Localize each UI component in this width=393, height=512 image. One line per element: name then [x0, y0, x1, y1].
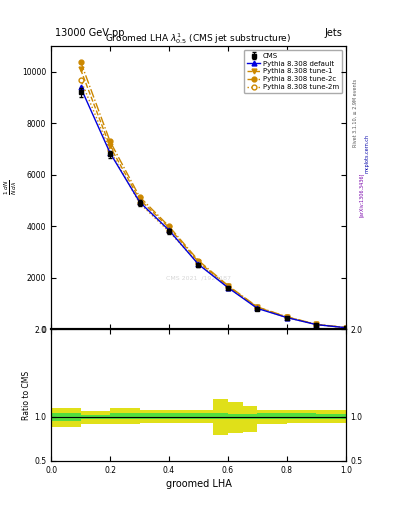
Pythia 8.308 tune-2m — [167, 228, 171, 234]
Pythia 8.308 tune-2c — [167, 223, 171, 229]
Pythia 8.308 tune-2c — [108, 138, 112, 144]
Line: Pythia 8.308 tune-1: Pythia 8.308 tune-1 — [78, 67, 348, 330]
Pythia 8.308 tune-1 — [167, 225, 171, 231]
Pythia 8.308 tune-2m — [196, 260, 201, 266]
Legend: CMS, Pythia 8.308 default, Pythia 8.308 tune-1, Pythia 8.308 tune-2c, Pythia 8.3: CMS, Pythia 8.308 default, Pythia 8.308 … — [244, 50, 342, 94]
Pythia 8.308 tune-2c — [343, 325, 348, 331]
Pythia 8.308 tune-1 — [196, 259, 201, 265]
Text: Rivet 3.1.10, ≥ 2.9M events: Rivet 3.1.10, ≥ 2.9M events — [353, 78, 358, 147]
Pythia 8.308 tune-1 — [226, 283, 230, 289]
Pythia 8.308 default — [285, 314, 289, 321]
Pythia 8.308 tune-1 — [78, 66, 83, 72]
Pythia 8.308 tune-2m — [314, 322, 319, 328]
Pythia 8.308 tune-2c — [255, 304, 260, 310]
Pythia 8.308 default — [226, 285, 230, 291]
Pythia 8.308 default — [78, 84, 83, 90]
Pythia 8.308 default — [196, 261, 201, 267]
Pythia 8.308 default — [137, 199, 142, 205]
Pythia 8.308 tune-2m — [255, 305, 260, 311]
Pythia 8.308 tune-2m — [285, 314, 289, 321]
Pythia 8.308 tune-2m — [343, 325, 348, 331]
Line: Pythia 8.308 tune-2m: Pythia 8.308 tune-2m — [78, 77, 348, 330]
X-axis label: groomed LHA: groomed LHA — [165, 479, 231, 489]
Pythia 8.308 tune-1 — [108, 143, 112, 150]
Pythia 8.308 tune-1 — [137, 196, 142, 202]
Pythia 8.308 tune-2m — [226, 284, 230, 290]
Pythia 8.308 tune-2c — [196, 258, 201, 264]
Y-axis label: $\frac{1}{N}\frac{dN}{d\lambda}$: $\frac{1}{N}\frac{dN}{d\lambda}$ — [3, 180, 19, 196]
Line: Pythia 8.308 tune-2c: Pythia 8.308 tune-2c — [78, 59, 348, 330]
Pythia 8.308 default — [167, 227, 171, 233]
Pythia 8.308 tune-2c — [226, 283, 230, 289]
Pythia 8.308 tune-2c — [137, 194, 142, 200]
Text: Jets: Jets — [324, 28, 342, 38]
Text: 13000 GeV pp: 13000 GeV pp — [55, 28, 125, 38]
Pythia 8.308 default — [314, 322, 319, 328]
Pythia 8.308 tune-2c — [285, 314, 289, 320]
Pythia 8.308 tune-2m — [137, 200, 142, 206]
Pythia 8.308 default — [255, 305, 260, 311]
Text: [arXiv:1306.3436]: [arXiv:1306.3436] — [359, 173, 364, 217]
Pythia 8.308 tune-2c — [78, 58, 83, 65]
Title: Groomed LHA $\lambda^{1}_{0.5}$ (CMS jet substructure): Groomed LHA $\lambda^{1}_{0.5}$ (CMS jet… — [105, 31, 292, 46]
Line: Pythia 8.308 default: Pythia 8.308 default — [78, 85, 348, 330]
Text: CMS 2021  /1920187: CMS 2021 /1920187 — [166, 276, 231, 281]
Pythia 8.308 tune-1 — [255, 304, 260, 310]
Text: mcplots.cern.ch: mcplots.cern.ch — [364, 134, 369, 173]
Pythia 8.308 tune-2c — [314, 321, 319, 327]
Pythia 8.308 tune-2m — [108, 147, 112, 154]
Pythia 8.308 tune-1 — [343, 325, 348, 331]
Pythia 8.308 tune-1 — [314, 322, 319, 328]
Pythia 8.308 default — [108, 150, 112, 156]
Pythia 8.308 tune-2m — [78, 76, 83, 82]
Y-axis label: Ratio to CMS: Ratio to CMS — [22, 371, 31, 420]
Pythia 8.308 tune-1 — [285, 314, 289, 320]
Pythia 8.308 default — [343, 325, 348, 331]
